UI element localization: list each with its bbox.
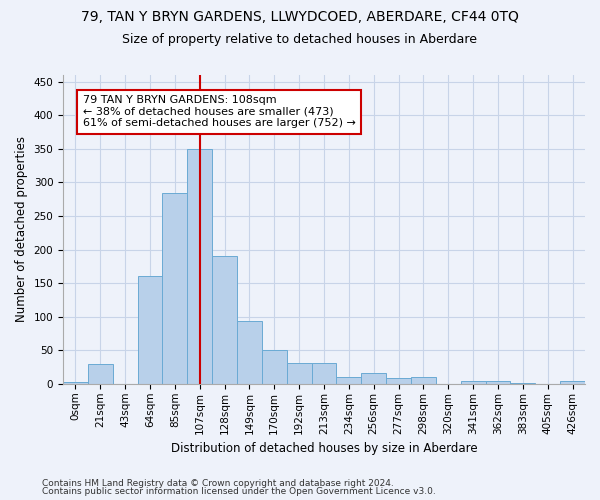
Bar: [163, 192, 187, 384]
Bar: [461, 380, 485, 384]
Bar: [361, 373, 386, 384]
Bar: [511, 382, 535, 384]
Text: 79, TAN Y BRYN GARDENS, LLWYDCOED, ABERDARE, CF44 0TQ: 79, TAN Y BRYN GARDENS, LLWYDCOED, ABERD…: [81, 10, 519, 24]
Y-axis label: Number of detached properties: Number of detached properties: [15, 136, 28, 322]
Bar: [137, 276, 163, 384]
Text: 79 TAN Y BRYN GARDENS: 108sqm
← 38% of detached houses are smaller (473)
61% of : 79 TAN Y BRYN GARDENS: 108sqm ← 38% of d…: [83, 95, 356, 128]
Bar: [88, 364, 113, 384]
Text: Contains public sector information licensed under the Open Government Licence v3: Contains public sector information licen…: [42, 487, 436, 496]
Bar: [237, 322, 262, 384]
Bar: [63, 382, 88, 384]
Bar: [262, 350, 287, 384]
Bar: [411, 377, 436, 384]
Text: Contains HM Land Registry data © Crown copyright and database right 2024.: Contains HM Land Registry data © Crown c…: [42, 478, 394, 488]
Bar: [560, 380, 585, 384]
Bar: [187, 149, 212, 384]
Bar: [485, 380, 511, 384]
Bar: [386, 378, 411, 384]
Bar: [337, 376, 361, 384]
Bar: [212, 256, 237, 384]
Bar: [311, 363, 337, 384]
X-axis label: Distribution of detached houses by size in Aberdare: Distribution of detached houses by size …: [171, 442, 478, 455]
Text: Size of property relative to detached houses in Aberdare: Size of property relative to detached ho…: [122, 32, 478, 46]
Bar: [287, 363, 311, 384]
